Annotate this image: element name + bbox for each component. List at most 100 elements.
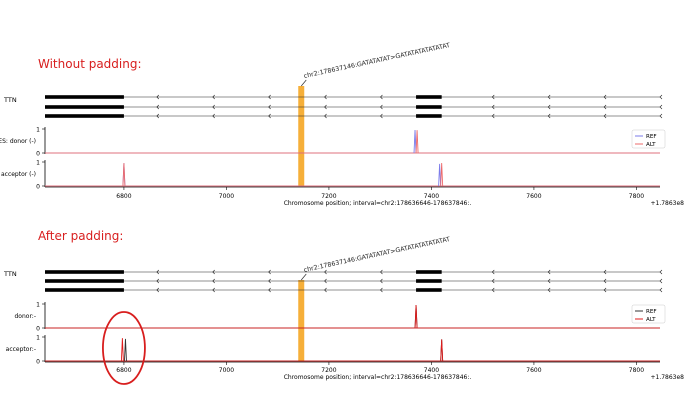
y-tick-label: 0 xyxy=(36,326,40,333)
variant-highlight-band xyxy=(298,280,305,361)
strand-chevron xyxy=(659,269,663,275)
strand-chevron xyxy=(491,287,495,293)
track-ylabel: ES: donor (-) xyxy=(0,138,36,145)
exon-block xyxy=(416,270,442,274)
y-tick-label: 0 xyxy=(36,184,40,191)
score-peak xyxy=(415,130,419,154)
x-tick-label: 7000 xyxy=(219,193,234,200)
strand-chevron xyxy=(380,269,383,275)
score-peak xyxy=(122,163,126,187)
exon-block xyxy=(45,270,124,274)
strand-chevron xyxy=(212,287,215,293)
strand-chevron xyxy=(324,278,327,284)
strand-chevron xyxy=(491,94,495,100)
score-peak xyxy=(414,304,418,329)
exon-block xyxy=(416,288,442,292)
strand-chevron xyxy=(380,278,383,284)
strand-chevron xyxy=(156,278,160,284)
strand-chevron xyxy=(268,287,271,293)
strand-chevron xyxy=(659,94,663,100)
strand-chevron xyxy=(156,104,160,110)
legend-entry: ALT xyxy=(646,142,656,148)
strand-chevron xyxy=(603,287,607,293)
exon-block xyxy=(45,279,124,283)
gene-label: TTN xyxy=(3,96,17,104)
strand-chevron xyxy=(603,278,607,284)
score-peak xyxy=(124,338,127,362)
strand-chevron xyxy=(156,113,160,119)
x-tick-label: 7600 xyxy=(526,367,541,374)
strand-chevron xyxy=(156,94,160,100)
score-peak xyxy=(120,338,124,362)
x-tick-label: 6800 xyxy=(116,193,131,200)
x-tick-label: 7200 xyxy=(321,193,336,200)
strand-chevron xyxy=(324,287,327,293)
strand-chevron xyxy=(268,104,271,110)
variant-label-leader xyxy=(300,273,307,281)
exon-block xyxy=(45,95,124,99)
strand-chevron xyxy=(380,104,383,110)
x-tick-label: 7600 xyxy=(526,193,541,200)
strand-chevron xyxy=(268,278,271,284)
strand-chevron xyxy=(324,104,327,110)
strand-chevron xyxy=(212,269,215,275)
x-tick-label: 7000 xyxy=(219,367,234,374)
panel-heading-after-padding: After padding: xyxy=(38,229,124,243)
strand-chevron xyxy=(324,269,327,275)
strand-chevron xyxy=(324,113,327,119)
strand-chevron xyxy=(547,287,551,293)
x-tick-label: 7400 xyxy=(424,193,439,200)
strand-chevron xyxy=(212,104,215,110)
exon-block xyxy=(45,288,124,292)
strand-chevron xyxy=(212,278,215,284)
y-tick-label: 1 xyxy=(36,335,40,342)
score-peak xyxy=(413,129,417,154)
strand-chevron xyxy=(547,269,551,275)
strand-chevron xyxy=(547,94,551,100)
strand-chevron xyxy=(380,94,383,100)
exon-block xyxy=(416,105,442,109)
strand-chevron xyxy=(603,104,607,110)
track-ylabel: donor:- xyxy=(14,313,36,320)
strand-chevron xyxy=(659,278,663,284)
variant-label: chr2:178637146:GATATATAT>GATATATATATATAT xyxy=(303,236,451,274)
strand-chevron xyxy=(212,94,215,100)
variant-label-leader xyxy=(300,79,307,87)
x-tick-label: 6800 xyxy=(116,367,131,374)
strand-chevron xyxy=(212,113,215,119)
exon-block xyxy=(416,279,442,283)
strand-chevron xyxy=(547,278,551,284)
score-peak xyxy=(440,162,444,187)
strand-chevron xyxy=(380,287,383,293)
strand-chevron xyxy=(491,269,495,275)
legend-entry: REF xyxy=(646,134,657,140)
gene-label: TTN xyxy=(3,270,17,278)
x-tick-label: 7800 xyxy=(629,193,644,200)
strand-chevron xyxy=(659,113,663,119)
strand-chevron xyxy=(547,104,551,110)
strand-chevron xyxy=(156,287,160,293)
strand-chevron xyxy=(547,113,551,119)
strand-chevron xyxy=(603,113,607,119)
legend-entry: ALT xyxy=(646,317,656,323)
y-tick-label: 0 xyxy=(36,151,40,158)
strand-chevron xyxy=(659,104,663,110)
exon-block xyxy=(416,95,442,99)
x-tick-label: 7200 xyxy=(321,367,336,374)
strand-chevron xyxy=(603,94,607,100)
strand-chevron xyxy=(268,113,271,119)
strand-chevron xyxy=(156,269,160,275)
legend-entry: REF xyxy=(646,309,657,315)
track-ylabel: acceptor:- xyxy=(6,346,36,353)
x-offset-label: +1.7863e8 xyxy=(650,200,684,207)
strand-chevron xyxy=(268,94,271,100)
x-tick-label: 7800 xyxy=(629,367,644,374)
strand-chevron xyxy=(659,287,663,293)
panel-heading-without-padding: Without padding: xyxy=(38,57,142,71)
highlight-circle xyxy=(102,311,146,385)
exon-block xyxy=(45,114,124,118)
x-axis-label: Chromosome position; interval=chr2:17863… xyxy=(284,200,472,207)
variant-label: chr2:178637146:GATATATAT>GATATATATATATAT xyxy=(303,42,451,80)
